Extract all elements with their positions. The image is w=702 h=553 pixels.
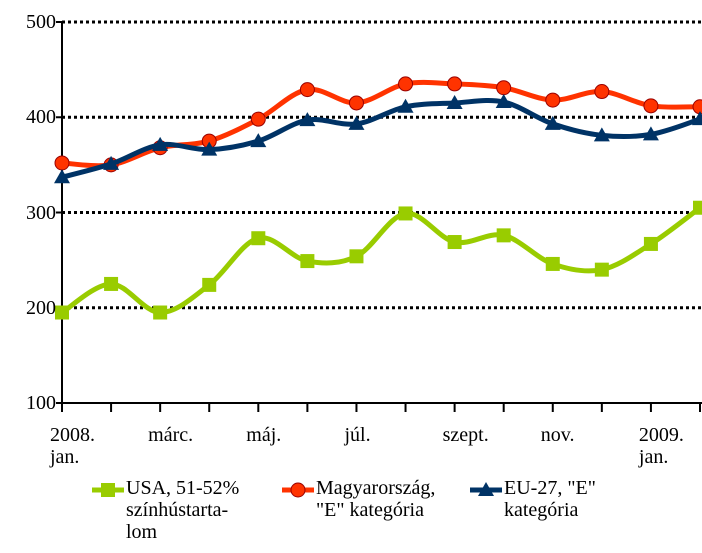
data-point xyxy=(251,231,266,246)
y-tick-label: 300 xyxy=(26,201,56,224)
data-point xyxy=(692,111,702,126)
data-point xyxy=(545,256,560,271)
data-point xyxy=(201,141,218,156)
legend-label: USA, 51-52% színhústarta- lom xyxy=(126,477,240,543)
x-tick-label: márc. xyxy=(148,424,194,446)
x-tick-label: 2008. jan. xyxy=(50,424,95,468)
data-point xyxy=(348,95,364,111)
data-point xyxy=(103,155,120,170)
x-tick-label: máj. xyxy=(246,424,282,446)
data-point xyxy=(300,254,315,269)
legend-marker xyxy=(101,483,115,497)
data-point xyxy=(348,115,365,130)
data-point xyxy=(545,92,561,108)
data-point xyxy=(397,98,414,113)
data-point xyxy=(250,133,267,148)
data-point xyxy=(153,305,168,320)
y-tick-label: 200 xyxy=(26,296,56,319)
data-point xyxy=(544,115,561,130)
data-point xyxy=(349,249,364,264)
data-point xyxy=(593,127,610,142)
data-point xyxy=(643,98,659,114)
data-point xyxy=(594,84,610,100)
data-point xyxy=(642,126,659,141)
data-point xyxy=(250,111,266,127)
data-point xyxy=(398,206,413,221)
data-point xyxy=(594,262,609,277)
data-point xyxy=(104,276,119,291)
x-tick-label: nov. xyxy=(540,424,575,446)
data-point xyxy=(643,236,658,251)
data-point xyxy=(299,112,316,127)
y-tick-label: 100 xyxy=(26,392,56,414)
y-tick-label: 500 xyxy=(26,11,56,33)
x-tick-label: 2009. jan. xyxy=(638,424,684,468)
data-point xyxy=(152,136,169,151)
legend-label: Magyarország, "E" kategória xyxy=(316,477,436,521)
legend-marker xyxy=(290,482,306,498)
legend-label: EU-27, "E" kategória xyxy=(504,477,596,521)
data-point xyxy=(446,94,463,109)
data-point xyxy=(54,169,70,184)
x-tick-label: szept. xyxy=(442,424,489,446)
data-point xyxy=(495,94,512,109)
legend-marker xyxy=(478,482,494,496)
x-tick-label: júl. xyxy=(344,424,371,446)
data-point xyxy=(447,235,462,250)
series-line xyxy=(60,205,702,316)
data-point xyxy=(55,305,69,320)
data-point xyxy=(693,200,702,215)
data-point xyxy=(202,277,217,292)
data-point xyxy=(496,228,511,243)
data-point xyxy=(692,99,702,115)
data-point xyxy=(447,76,463,92)
data-point xyxy=(54,155,70,171)
data-point xyxy=(398,76,414,92)
data-point xyxy=(496,80,512,96)
data-point xyxy=(299,82,315,98)
y-tick-label: 400 xyxy=(26,106,56,129)
